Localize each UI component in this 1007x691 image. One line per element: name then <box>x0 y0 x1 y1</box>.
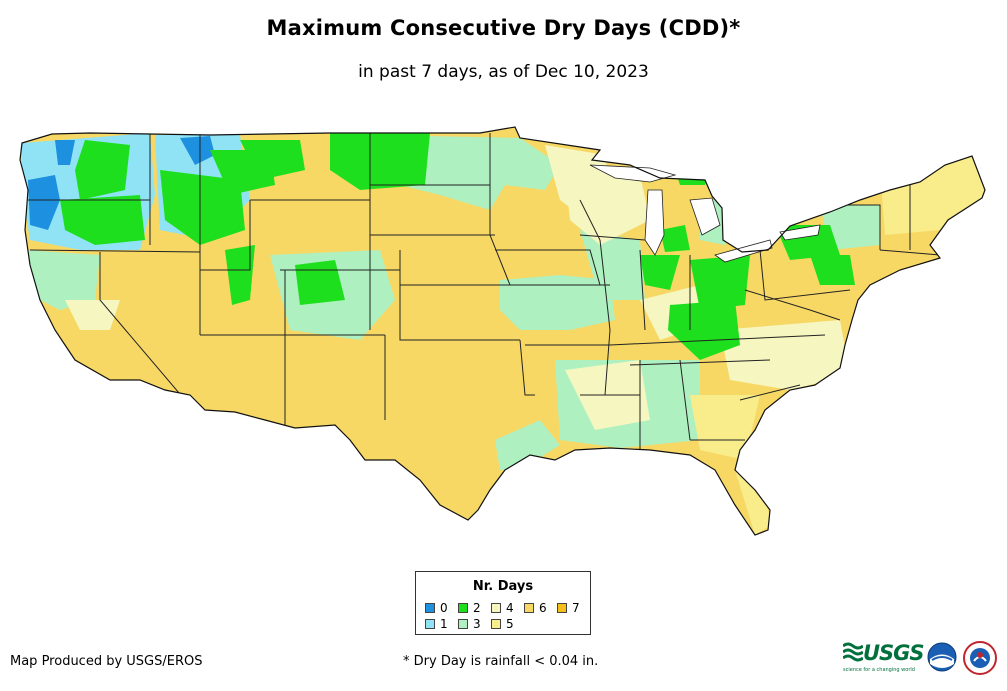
region-3day <box>25 250 100 310</box>
region-0day <box>55 140 75 165</box>
legend-item-0: 0 <box>425 601 448 615</box>
legend-swatch <box>425 619 435 629</box>
legend-label: 3 <box>473 617 481 631</box>
map-title: Maximum Consecutive Dry Days (CDD)* <box>266 16 741 40</box>
usgs-tagline: science for a changing world <box>843 667 915 673</box>
region-0day <box>28 175 60 230</box>
region-2day <box>295 260 345 305</box>
legend-swatch <box>458 619 468 629</box>
usgs-wordmark: USGS <box>863 641 925 665</box>
usgs-wave-icon <box>843 642 863 662</box>
region-2day <box>240 140 305 180</box>
lake-ontario <box>779 224 821 241</box>
legend-swatch <box>458 603 468 613</box>
legend-swatch <box>491 619 501 629</box>
legend-label: 0 <box>440 601 448 615</box>
region-2day <box>60 195 145 245</box>
noaa-logo-icon <box>927 642 957 672</box>
region-4day <box>565 175 650 245</box>
legend-label: 2 <box>473 601 481 615</box>
legend-swatch <box>491 603 501 613</box>
legend-label: 1 <box>440 617 448 631</box>
region-5day <box>690 395 760 460</box>
legend-item-5: 5 <box>491 617 514 631</box>
region-2day <box>160 170 245 245</box>
region-3day <box>580 230 645 300</box>
lake-huron <box>689 197 721 236</box>
footnote-text: * Dry Day is rainfall < 0.04 in. <box>403 654 599 669</box>
region-2day <box>675 170 710 185</box>
nws-logo-icon <box>963 641 997 675</box>
legend-item-1: 1 <box>425 617 448 631</box>
region-5day <box>880 155 985 235</box>
legend-item-2: 2 <box>458 601 481 615</box>
legend-item-3: 3 <box>458 617 481 631</box>
legend-label: 5 <box>506 617 514 631</box>
region-2day <box>660 225 690 252</box>
legend-item-4: 4 <box>491 601 514 615</box>
region-2day <box>640 255 680 290</box>
region-3day <box>500 275 615 330</box>
region-0day <box>180 136 215 165</box>
legend-label: 6 <box>539 601 547 615</box>
region-4day <box>720 320 850 390</box>
legend-swatch <box>425 603 435 613</box>
legend-title: Nr. Days <box>472 579 534 594</box>
region-2day <box>330 133 430 190</box>
legend-item-6: 6 <box>524 601 547 615</box>
legend-label: 7 <box>572 601 580 615</box>
state-boundaries <box>28 133 941 450</box>
map-subtitle: in past 7 days, as of Dec 10, 2023 <box>358 62 649 82</box>
region-2day <box>690 255 750 310</box>
credit-text: Map Produced by USGS/EROS <box>10 654 203 669</box>
lake-erie <box>714 239 773 263</box>
region-2day <box>810 255 855 285</box>
legend-item-7: 7 <box>557 601 580 615</box>
legend-swatch <box>557 603 567 613</box>
region-2day <box>668 300 740 360</box>
legend-swatch <box>524 603 534 613</box>
region-2day <box>75 140 130 200</box>
region-2day <box>225 245 255 305</box>
great-lakes <box>589 164 821 263</box>
region-3day <box>820 205 880 250</box>
legend: Nr. Days 0 2 4 6 7 1 3 5 <box>415 571 591 635</box>
legend-label: 4 <box>506 601 514 615</box>
lake-michigan <box>644 189 665 256</box>
region-5day <box>735 470 772 535</box>
usgs-logo: USGS science for a changing world <box>843 641 925 673</box>
cdd-regions <box>22 133 985 535</box>
region-3day <box>495 420 560 470</box>
